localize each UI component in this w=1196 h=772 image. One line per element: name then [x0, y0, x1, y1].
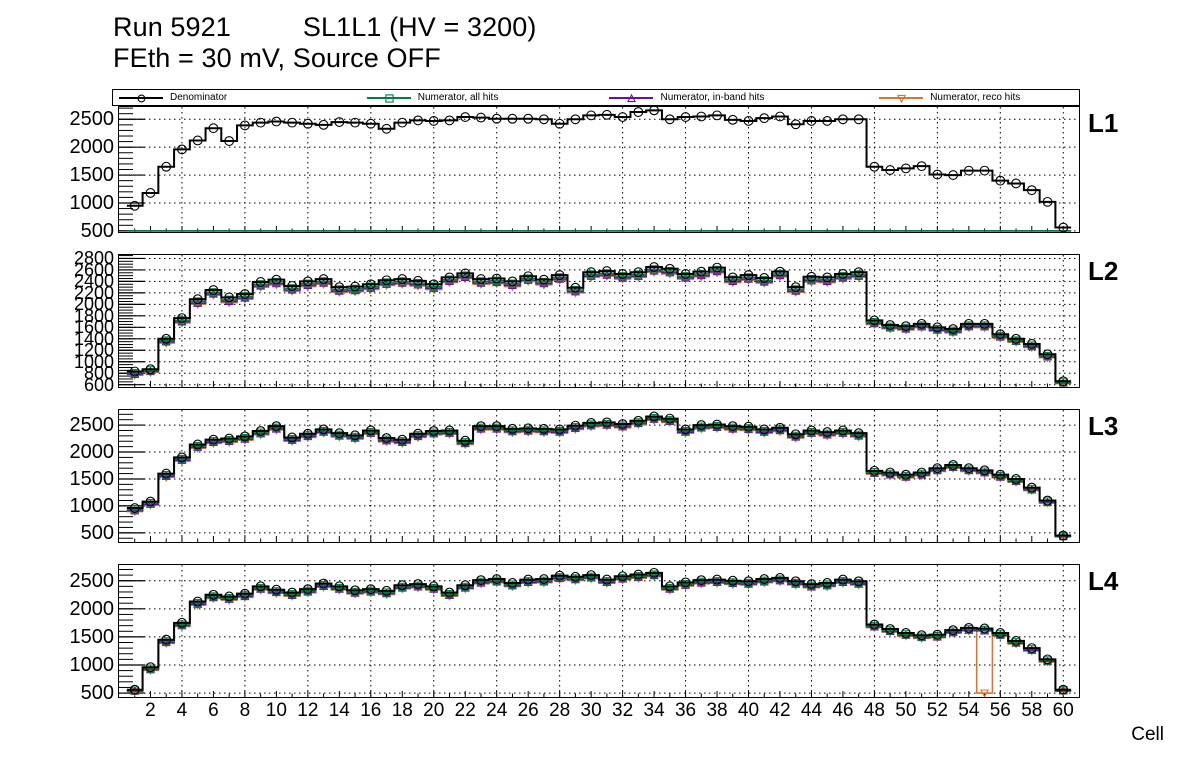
x-tick-label: 20 — [423, 700, 445, 721]
legend-entry-2: Numerator, in-band hits — [609, 90, 879, 105]
x-tick-label: 44 — [800, 700, 823, 721]
y-tick-label: 1400 — [73, 328, 114, 349]
x-tick-label: 8 — [239, 700, 251, 721]
x-tick-label: 54 — [958, 700, 980, 721]
x-tick-label: 42 — [769, 700, 791, 721]
x-tick-label: 18 — [391, 700, 413, 721]
x-tick-label: 46 — [832, 700, 854, 721]
y-tick-label: 2800 — [73, 248, 114, 269]
plot-panel-l3 — [118, 409, 1080, 543]
y-tick-label: 2000 — [69, 597, 115, 620]
plot-panel-l4 — [118, 564, 1080, 698]
x-tick-label: 36 — [674, 700, 697, 721]
x-tick-label: 32 — [612, 700, 634, 721]
y-tick-label: 500 — [80, 682, 114, 705]
y-tick-label: 1500 — [69, 164, 115, 187]
legend-square-icon — [366, 92, 411, 104]
y-tick-label: 2000 — [73, 294, 114, 315]
x-tick-label: 50 — [895, 700, 917, 721]
y-tick-label: 500 — [80, 219, 114, 242]
x-tick-label: 4 — [176, 700, 188, 721]
y-tick-label: 1000 — [69, 494, 115, 517]
y-tick-label: 2400 — [73, 271, 114, 292]
x-tick-label: 22 — [454, 700, 476, 721]
legend-entry-1: Numerator, all hits — [366, 90, 610, 105]
y-tick-label: 1000 — [69, 653, 115, 676]
legend-label: Numerator, all hits — [417, 92, 499, 103]
y-tick-label: 800 — [83, 363, 114, 384]
plot-panel-l2 — [118, 254, 1080, 388]
panel-label-l1: L1 — [1088, 108, 1119, 138]
title-line-2: FEth = 30 mV, Source OFF — [113, 43, 441, 73]
x-tick-label: 12 — [297, 700, 319, 721]
x-tick-label: 10 — [265, 700, 287, 721]
y-tick-label: 1600 — [73, 317, 114, 338]
x-tick-label: 52 — [926, 700, 948, 721]
legend-entry-3: Numerator, reco hits — [879, 90, 1079, 105]
y-tick-label: 600 — [83, 374, 114, 395]
panel-label-l3: L3 — [1088, 411, 1119, 441]
x-tick-label: 26 — [517, 700, 539, 721]
x-tick-label: 6 — [208, 700, 219, 721]
y-tick-label: 2500 — [69, 414, 115, 437]
panel-label-l2: L2 — [1088, 256, 1119, 286]
x-tick-label: 2 — [145, 700, 156, 721]
plot-title-block: Run 5921 SL1L1 (HV = 3200) FEth = 30 mV, … — [113, 12, 537, 74]
x-axis-title: Cell — [1131, 724, 1164, 745]
x-tick-label: 60 — [1052, 700, 1074, 721]
legend-label: Numerator, reco hits — [930, 92, 1021, 103]
legend-circle-icon — [119, 92, 163, 104]
y-axis-tick-labels-l4: 500 1000 1500 2000 2500 — [4, 564, 115, 703]
panel-label-l4: L4 — [1088, 566, 1119, 596]
plot-panel-l1 — [118, 106, 1080, 233]
y-tick-label: 1500 — [69, 467, 115, 490]
y-tick-label: 1000 — [73, 351, 114, 372]
x-tick-label: 24 — [486, 700, 508, 721]
x-tick-label: 58 — [1021, 700, 1043, 721]
title-line-1: Run 5921 SL1L1 (HV = 3200) — [113, 12, 537, 43]
x-tick-label: 14 — [328, 700, 350, 721]
y-tick-label: 2500 — [69, 569, 115, 592]
y-axis-tick-labels-l2: 600 800 1000 1200 1400 1600 1800 2000 2200 2400 26… — [4, 249, 114, 393]
y-axis-tick-labels-l1: 500 1000 1500 2000 2500 — [4, 106, 115, 241]
x-tick-label: 40 — [737, 700, 760, 721]
legend-triangle-up-icon — [609, 92, 654, 104]
legend-triangle-down-icon — [879, 92, 924, 104]
y-tick-label: 2200 — [73, 282, 114, 303]
y-tick-label: 1800 — [73, 305, 114, 326]
x-tick-label: 56 — [989, 700, 1011, 721]
x-tick-label: 48 — [863, 700, 885, 721]
y-tick-label: 2500 — [69, 108, 115, 131]
y-tick-label: 2000 — [69, 441, 115, 464]
x-axis-tick-labels: 2 4 6 8 10 12 14 16 18 20 22 24 26 28 30 32 34 36 38 40 42 44… — [118, 700, 1080, 724]
y-tick-label: 2600 — [73, 259, 114, 280]
x-tick-label: 16 — [360, 700, 382, 721]
y-tick-label: 1200 — [73, 340, 114, 361]
title-run: Run 5921 — [113, 12, 231, 42]
y-tick-label: 2000 — [69, 136, 115, 159]
x-tick-label: 30 — [580, 700, 602, 721]
x-tick-label: 28 — [549, 700, 571, 721]
y-tick-label: 1000 — [69, 191, 115, 214]
legend-label: Denominator — [170, 92, 228, 103]
title-superlayer: SL1L1 (HV = 3200) — [302, 12, 537, 42]
legend-label: Numerator, in-band hits — [660, 92, 765, 103]
y-tick-label: 500 — [80, 521, 114, 544]
legend-entry-0: Denominator — [113, 90, 367, 105]
y-axis-tick-labels-l3: 500 1000 1500 2000 2500 — [4, 409, 115, 544]
x-tick-label: 34 — [643, 700, 665, 721]
plot-legend: Denominator Numerator, all hits Numerator,… — [112, 89, 1080, 106]
y-tick-label: 1500 — [69, 625, 115, 648]
x-tick-label: 38 — [706, 700, 728, 721]
